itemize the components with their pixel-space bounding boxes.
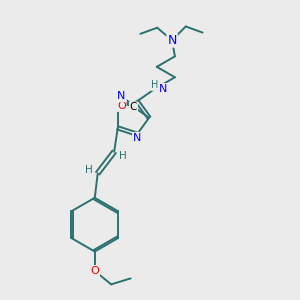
Text: N: N: [159, 84, 167, 94]
Text: N: N: [133, 133, 141, 143]
Text: H: H: [119, 151, 126, 161]
Text: O: O: [90, 266, 99, 276]
Text: H: H: [151, 80, 159, 90]
Text: H: H: [85, 165, 93, 175]
Text: N: N: [117, 91, 126, 101]
Text: N: N: [167, 34, 177, 47]
Text: O: O: [117, 101, 126, 111]
Text: C: C: [130, 102, 137, 112]
